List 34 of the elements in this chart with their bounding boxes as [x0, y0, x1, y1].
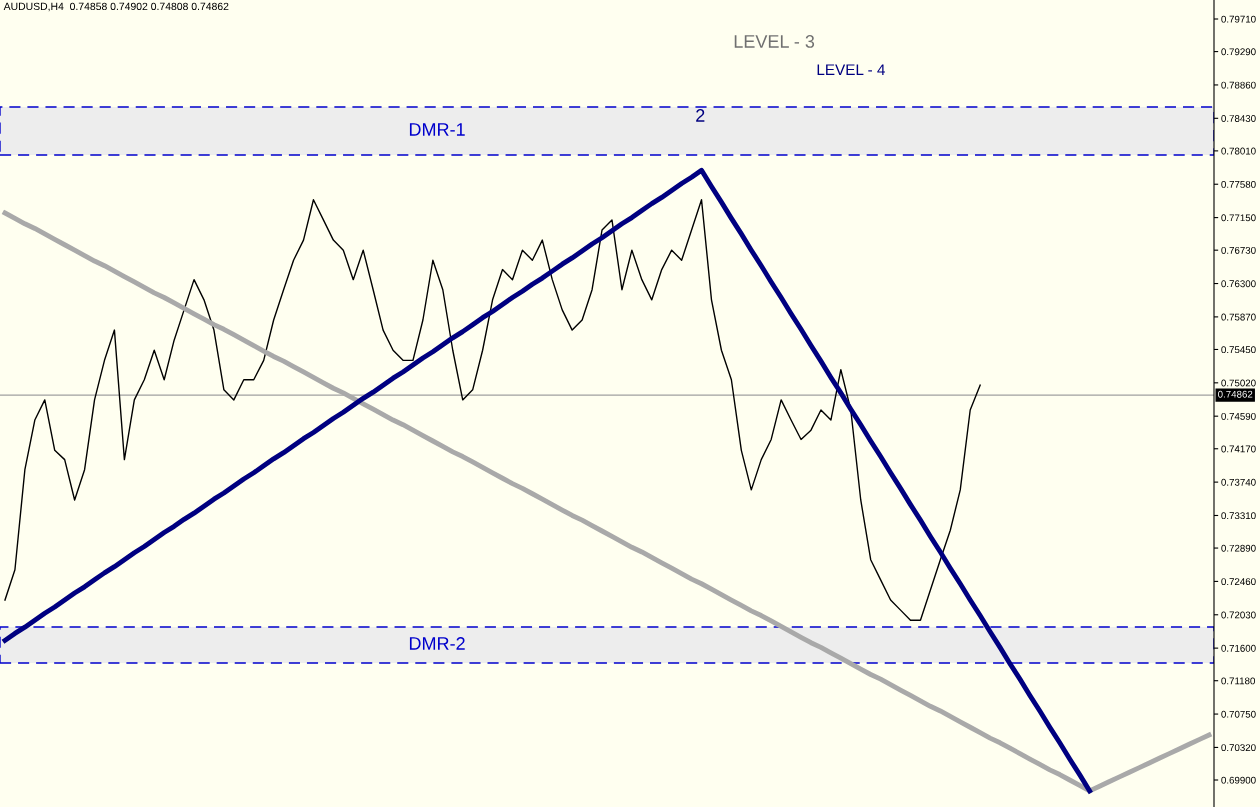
annotation: 2 [696, 109, 705, 122]
line-series [2, 167, 1093, 794]
line-series [4, 199, 981, 621]
y-tick-label: 0.72890 [1221, 544, 1256, 552]
y-tick-label: 0.77580 [1221, 180, 1256, 188]
y-tick-label: 0.70320 [1221, 744, 1256, 752]
y-tick-label: 0.72460 [1221, 578, 1256, 586]
y-tick-label: 0.76730 [1221, 246, 1256, 254]
y-tick-label: 0.79290 [1221, 48, 1256, 56]
y-tick-label: 0.78430 [1221, 115, 1256, 122]
y-tick-label: 0.73740 [1221, 478, 1256, 486]
y-tick-label: 0.71180 [1221, 677, 1255, 685]
chart-title: AUDUSD,H4 0.74858 0.74902 0.74808 0.74862 [3, 2, 229, 12]
band-label: DMR-2 [409, 637, 465, 650]
y-tick-label: 0.76300 [1221, 280, 1256, 288]
y-tick-label: 0.71600 [1221, 644, 1256, 652]
annotation: LEVEL - 3 [734, 35, 815, 48]
y-tick-label: 0.73310 [1221, 512, 1256, 520]
y-tick-label: 0.74590 [1221, 412, 1256, 420]
y-tick-label: 0.77150 [1221, 214, 1256, 222]
y-tick-label: 0.78010 [1221, 147, 1256, 155]
y-tick-label: 0.78860 [1221, 81, 1256, 89]
annotation: LEVEL - 4 [817, 64, 885, 75]
y-tick-label: 0.75020 [1221, 379, 1256, 387]
y-tick-label: 0.79710 [1221, 15, 1256, 23]
y-tick-label: 0.75870 [1221, 313, 1256, 321]
y-tick-label: 0.70750 [1221, 710, 1256, 718]
y-tick-label: 0.74170 [1221, 445, 1256, 453]
y-tick-label: 0.72030 [1221, 611, 1256, 619]
band-label: DMR-1 [409, 123, 465, 136]
ref-line-label: 0.74862 [1218, 390, 1253, 398]
y-tick-label: 0.69900 [1221, 776, 1256, 784]
y-tick-label: 0.75450 [1221, 346, 1256, 354]
line-series [2, 210, 1212, 794]
